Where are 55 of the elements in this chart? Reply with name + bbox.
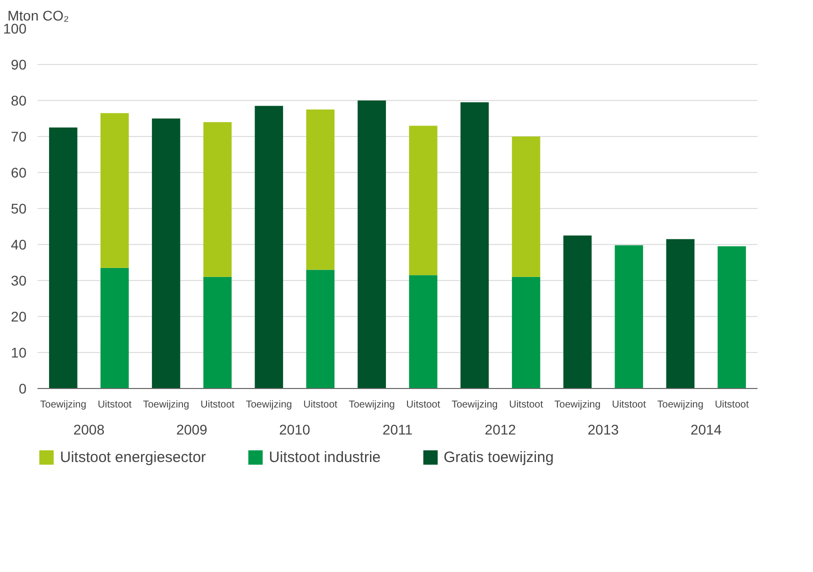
bar [49, 128, 78, 388]
x-tick-label: Toewijzing [246, 400, 292, 410]
x-tick-label: Uitstoot [406, 400, 440, 410]
bar [512, 276, 540, 388]
bar [306, 110, 334, 270]
y-tick-label: 50 [10, 200, 27, 216]
x-tick-label: Toewijzing [143, 400, 190, 410]
x-tick-label: Toewijzing [40, 400, 86, 410]
text: 2012 [484, 422, 516, 438]
bar [409, 126, 438, 276]
x-tick-label: Uitstoot [509, 400, 544, 410]
x-tick-label: Toewijzing [348, 400, 395, 410]
y-tick-label: 70 [10, 128, 27, 144]
text: 2013 [588, 422, 619, 438]
text: 2009 [176, 422, 208, 438]
y-tick-label: 100 [3, 20, 27, 36]
y-tick-label: 30 [10, 272, 27, 288]
bar [100, 113, 129, 268]
bar [152, 118, 180, 388]
y-tick-label: 20 [10, 308, 27, 324]
text: 2010 [279, 422, 310, 438]
text: 2008 [73, 422, 105, 438]
x-tick-label: Toewijzing [657, 400, 704, 410]
x-tick-label: Uitstoot [612, 400, 646, 410]
y-tick-label: 60 [10, 164, 27, 180]
x-tick-label: Uitstoot [98, 400, 132, 410]
y-tick-label: 80 [10, 92, 27, 108]
legend-label: Gratis toewijzing [444, 448, 554, 466]
bar [203, 122, 232, 277]
text: 2014 [690, 422, 722, 438]
bar [460, 102, 489, 388]
legend-label: Uitstoot energiesector [60, 448, 206, 466]
y-tick-label: 90 [10, 56, 27, 72]
bar [306, 270, 334, 388]
text: 2011 [382, 422, 413, 438]
bar [100, 268, 129, 388]
bar [666, 239, 694, 388]
y-tick-label: 0 [18, 380, 27, 396]
bar [203, 276, 232, 388]
x-tick-label: Uitstoot [200, 400, 235, 410]
bar [254, 106, 284, 388]
bar [563, 236, 592, 388]
bar [512, 136, 540, 277]
x-tick-label: Toewijzing [554, 400, 601, 410]
y-axis-title: Mton CO₂ [8, 8, 69, 24]
bar [718, 246, 746, 388]
y-tick-label: 10 [10, 344, 27, 360]
bar [409, 275, 438, 388]
bar [614, 245, 644, 388]
x-tick-label: Uitstoot [714, 400, 749, 410]
legend-label: Uitstoot industrie [268, 448, 381, 466]
bar [358, 100, 386, 388]
x-tick-label: Uitstoot [303, 400, 338, 410]
y-tick-label: 40 [10, 236, 27, 252]
x-tick-label: Toewijzing [452, 400, 498, 410]
